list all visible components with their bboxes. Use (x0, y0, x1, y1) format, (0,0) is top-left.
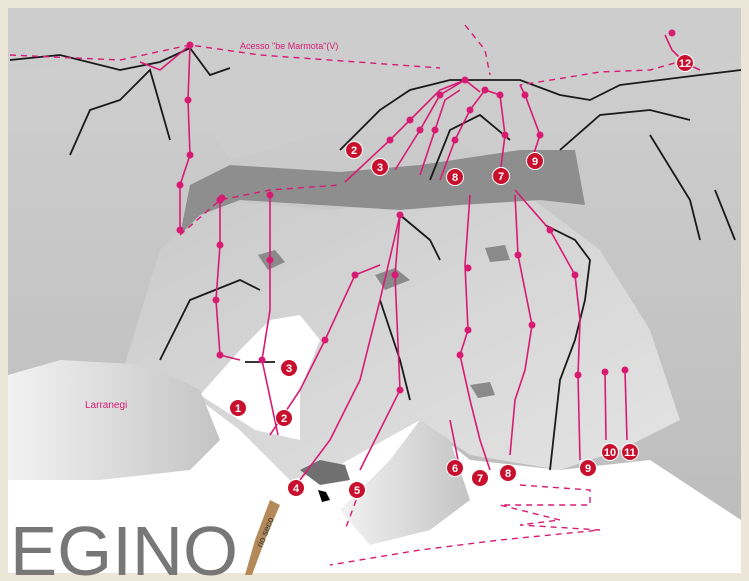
bolt (514, 251, 522, 259)
bolt (184, 96, 192, 104)
bolt (601, 368, 609, 376)
larranegi-block (8, 360, 220, 480)
bolt (464, 326, 472, 334)
bolt (186, 151, 194, 159)
bolts (176, 29, 676, 394)
route-marker (492, 167, 510, 185)
route-marker (676, 54, 694, 72)
bolt (386, 136, 394, 144)
bolt (668, 29, 676, 37)
bolt (406, 116, 414, 124)
area-label: Larranegi (85, 400, 127, 411)
route-marker (275, 409, 293, 427)
bolt (436, 91, 444, 99)
bolt (258, 356, 266, 364)
bolt (461, 76, 469, 84)
cave (318, 490, 330, 502)
route-number: 10 (604, 447, 616, 459)
route-marker (345, 141, 363, 159)
route-marker (621, 443, 639, 461)
bolt (396, 211, 404, 219)
bolt (521, 91, 529, 99)
bolt (176, 226, 184, 234)
bolt (501, 131, 509, 139)
route-number: 12 (679, 58, 691, 70)
ledge (180, 150, 585, 235)
route-marker (579, 459, 597, 477)
bolt (351, 271, 359, 279)
bolt (176, 181, 184, 189)
route-number: 9 (585, 463, 591, 475)
route-number: 2 (351, 145, 357, 157)
route-marker (499, 464, 517, 482)
route-marker (526, 152, 544, 170)
bolt (481, 86, 489, 94)
route-marker (446, 168, 464, 186)
route-marker (371, 158, 389, 176)
bolt (466, 106, 474, 114)
cracks (9, 46, 742, 471)
bolt (321, 336, 329, 344)
bolt (536, 131, 544, 139)
route-number: 4 (293, 483, 300, 495)
route-marker (287, 479, 305, 497)
route-number: 3 (286, 363, 292, 375)
bolt (396, 386, 404, 394)
route-number: 2 (281, 413, 287, 425)
boulder (340, 420, 470, 545)
route-number: 5 (354, 485, 360, 497)
bolt (216, 241, 224, 249)
rock-patches (258, 245, 510, 398)
bolt (431, 126, 439, 134)
bolt (528, 321, 536, 329)
access-label: Acesso "be Marmota"(V) (240, 41, 338, 51)
bolt (218, 194, 226, 202)
route-number: 7 (498, 171, 504, 183)
route-number: 9 (532, 156, 538, 168)
route-marker (229, 399, 247, 417)
title: EGINO (10, 512, 238, 581)
bolt (186, 41, 194, 49)
rock (300, 460, 350, 485)
bolt (571, 271, 579, 279)
bolt (621, 366, 629, 374)
route-marker (601, 443, 619, 461)
route-marker (280, 359, 298, 377)
bolt (496, 91, 504, 99)
bolt (546, 226, 554, 234)
bolt (574, 371, 582, 379)
stream-bed (245, 500, 280, 575)
route-number: 1 (235, 403, 241, 415)
bolt (464, 264, 472, 272)
route-number: 7 (477, 473, 483, 485)
bolt (416, 126, 424, 134)
bolt (391, 271, 399, 279)
route-number: 11 (624, 447, 636, 459)
route-number: 6 (452, 463, 458, 475)
bolt (216, 351, 224, 359)
bolt (456, 351, 464, 359)
route-marker (471, 469, 489, 487)
bolt (266, 256, 274, 264)
route-marker (348, 481, 366, 499)
bolt (451, 136, 459, 144)
route-marker (446, 459, 464, 477)
route-number: 3 (377, 162, 383, 174)
bolt (266, 191, 274, 199)
route-number: 8 (452, 172, 458, 184)
bolt (212, 296, 220, 304)
route-number: 8 (505, 468, 511, 480)
